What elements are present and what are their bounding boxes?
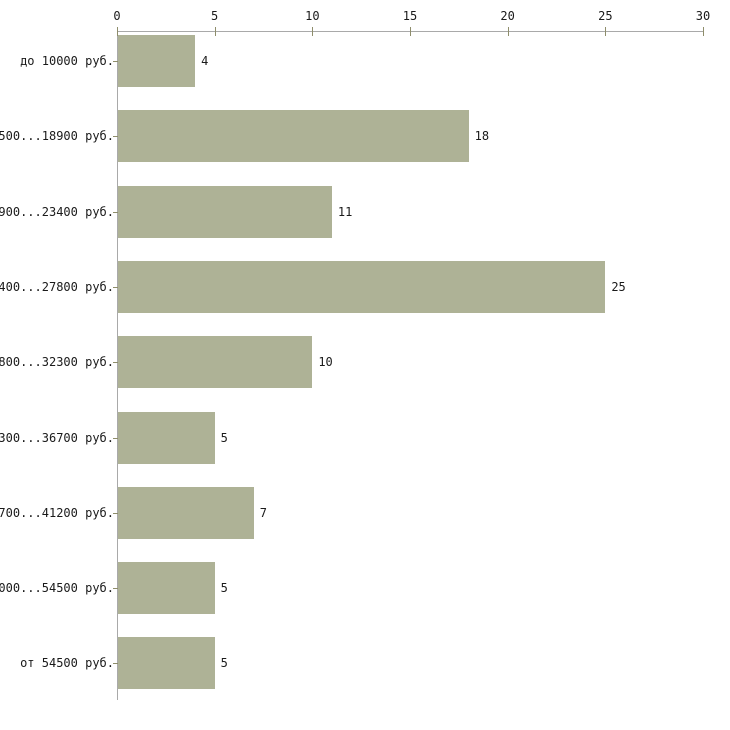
y-axis-tick: [113, 136, 118, 137]
category-label: 27800...32300 руб.: [0, 355, 114, 370]
category-label: 50000...54500 руб.: [0, 581, 114, 596]
bar-value-label: 10: [318, 355, 333, 370]
category-label: 18900...23400 руб.: [0, 204, 114, 219]
y-axis-tick: [113, 362, 118, 363]
x-axis-tick: [312, 27, 314, 36]
bar[interactable]: [118, 637, 215, 690]
bar-value-label: 4: [201, 54, 209, 68]
category-label: 14500...18900 руб.: [0, 129, 114, 144]
y-axis-tick: [113, 61, 118, 62]
x-axis-tick-label: 30: [695, 9, 711, 23]
x-axis-tick: [214, 27, 216, 36]
category-label: от 54500 руб.: [20, 656, 114, 671]
bar-value-label: 5: [220, 656, 228, 671]
bar[interactable]: [118, 336, 313, 389]
bar-value-label: 5: [220, 581, 228, 596]
category-label: 32300...36700 руб.: [0, 430, 114, 445]
y-axis-tick: [113, 663, 118, 664]
y-axis-tick: [113, 212, 118, 213]
x-axis-tick-label: 0: [113, 9, 121, 23]
x-axis-tick: [117, 27, 118, 36]
x-axis-tick: [703, 27, 704, 36]
category-label: 23400...27800 руб.: [0, 279, 114, 294]
x-axis-tick-label: 20: [500, 9, 515, 23]
bar[interactable]: [118, 110, 469, 163]
bar[interactable]: [118, 260, 606, 313]
x-axis-tick-label: 25: [598, 9, 613, 23]
bar-value-label: 7: [259, 505, 267, 520]
y-axis-tick: [113, 513, 118, 514]
bar-value-label: 5: [220, 430, 228, 445]
x-axis-tick: [410, 27, 411, 36]
category-label: 36700...41200 руб.: [0, 505, 114, 520]
x-axis-tick: [507, 27, 509, 36]
y-axis-tick: [113, 287, 118, 288]
category-label: до 10000 руб.: [20, 54, 114, 68]
x-axis-tick-label: 5: [211, 9, 219, 23]
bar-value-label: 25: [611, 279, 626, 294]
x-axis-tick-label: 15: [402, 9, 418, 23]
bar[interactable]: [118, 411, 215, 464]
x-axis-tick: [605, 27, 607, 36]
bar-value-label: 18: [474, 129, 490, 144]
x-axis-tick-label: 10: [305, 9, 320, 23]
y-axis-line: [117, 31, 118, 700]
bar[interactable]: [118, 35, 196, 87]
bar[interactable]: [118, 185, 332, 238]
y-axis-tick: [113, 588, 118, 589]
bar[interactable]: [118, 486, 254, 539]
bar[interactable]: [118, 562, 215, 615]
bar-value-label: 11: [337, 204, 353, 219]
y-axis-tick: [113, 438, 118, 439]
